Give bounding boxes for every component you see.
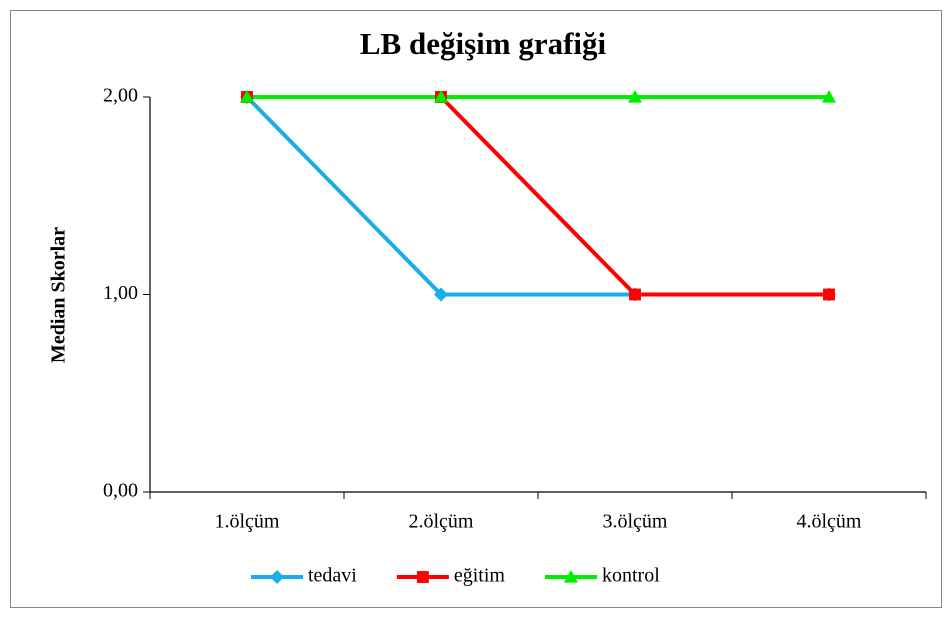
x-tick-label: 2.ölçüm bbox=[409, 511, 474, 533]
marker bbox=[629, 288, 641, 301]
marker bbox=[434, 90, 448, 103]
chart-title: LB değişim grafiği bbox=[360, 26, 607, 61]
legend-label: kontrol bbox=[602, 565, 660, 587]
marker bbox=[563, 570, 578, 583]
marker bbox=[628, 90, 642, 103]
marker bbox=[822, 90, 836, 103]
x-tick-label: 4.ölçüm bbox=[797, 511, 862, 533]
marker bbox=[240, 90, 254, 103]
marker bbox=[270, 570, 284, 584]
x-tick-label: 1.ölçüm bbox=[215, 511, 280, 533]
marker bbox=[823, 288, 835, 301]
y-tick-label: 1,00 bbox=[103, 282, 138, 304]
marker bbox=[434, 287, 448, 302]
legend-label: tedavi bbox=[308, 565, 357, 587]
y-tick-label: 0,00 bbox=[103, 480, 138, 502]
y-axis-label: Median Skorlar bbox=[48, 227, 70, 363]
chart-frame bbox=[10, 10, 942, 608]
y-tick-label: 2,00 bbox=[103, 85, 138, 107]
marker bbox=[416, 571, 429, 583]
x-tick-label: 3.ölçüm bbox=[603, 511, 668, 533]
legend-label: eğitim bbox=[454, 565, 506, 587]
